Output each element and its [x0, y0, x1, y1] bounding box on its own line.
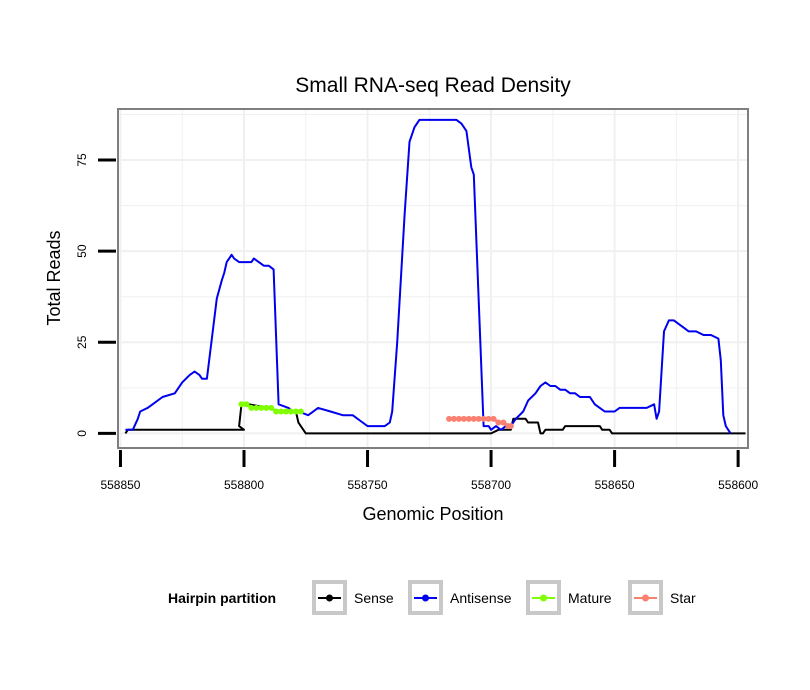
data-point-mature — [287, 408, 294, 415]
legend-label: Mature — [568, 590, 612, 606]
data-point-star — [451, 415, 457, 422]
data-point-mature — [273, 408, 280, 415]
data-point-star — [465, 415, 472, 422]
axes: 558850 558800 558750 558700 558650 558600 0 25 5… — [75, 153, 758, 492]
data-point-star — [475, 415, 482, 422]
x-tick-label: 558650 — [595, 478, 635, 492]
data-point-mature — [263, 404, 270, 411]
x-tick-label: 558750 — [348, 478, 388, 492]
legend-item-sense: Sense — [312, 580, 394, 615]
legend-key-point — [642, 594, 649, 602]
data-point-star — [495, 419, 502, 426]
data-point-mature — [253, 404, 260, 411]
data-point-mature — [248, 404, 255, 411]
legend-key-point — [540, 594, 547, 602]
data-point-mature — [278, 408, 285, 415]
x-tick-label: 558700 — [471, 478, 511, 492]
data-point-mature — [243, 401, 250, 408]
data-point-mature — [283, 408, 289, 415]
grid-lines — [119, 110, 747, 447]
x-tick-label: 558850 — [100, 478, 140, 492]
y-tick-label: 0 — [75, 430, 89, 437]
legend: Hairpin partition Sense Antisense Mature St… — [168, 580, 696, 615]
data-point-mature — [268, 404, 275, 411]
x-tick-label: 558800 — [224, 478, 264, 492]
series-line-antisense — [125, 118, 732, 434]
legend-label: Star — [670, 590, 696, 606]
data-point-mature — [258, 404, 265, 411]
data-series — [124, 118, 746, 435]
legend-item-star: Star — [628, 580, 696, 615]
legend-title: Hairpin partition — [168, 590, 276, 606]
legend-items: Sense Antisense Mature Star — [312, 580, 696, 615]
y-tick-label: 50 — [75, 244, 89, 258]
x-axis-title: Genomic Position — [362, 504, 503, 524]
legend-key-point — [326, 594, 333, 602]
y-tick-label: 25 — [75, 335, 89, 349]
legend-label: Sense — [354, 590, 394, 606]
data-point-mature — [238, 401, 245, 408]
data-point-star — [490, 415, 497, 422]
data-point-star — [500, 419, 507, 426]
data-point-star — [455, 415, 462, 422]
x-tick-label: 558600 — [718, 478, 758, 492]
legend-key-point — [422, 594, 429, 602]
y-tick-label: 75 — [75, 153, 89, 167]
data-point-star — [460, 415, 467, 422]
y-axis-title: Total Reads — [44, 230, 64, 325]
data-point-mature — [297, 408, 304, 415]
data-point-star — [470, 415, 477, 422]
legend-item-antisense: Antisense — [408, 580, 512, 615]
data-point-star — [507, 423, 514, 430]
data-point-star — [485, 415, 492, 422]
legend-item-mature: Mature — [526, 580, 612, 615]
legend-label: Antisense — [450, 590, 512, 606]
data-point-mature — [292, 408, 299, 415]
data-point-star — [446, 415, 453, 422]
chart-title: Small RNA-seq Read Density — [295, 74, 571, 97]
data-point-star — [480, 415, 487, 422]
